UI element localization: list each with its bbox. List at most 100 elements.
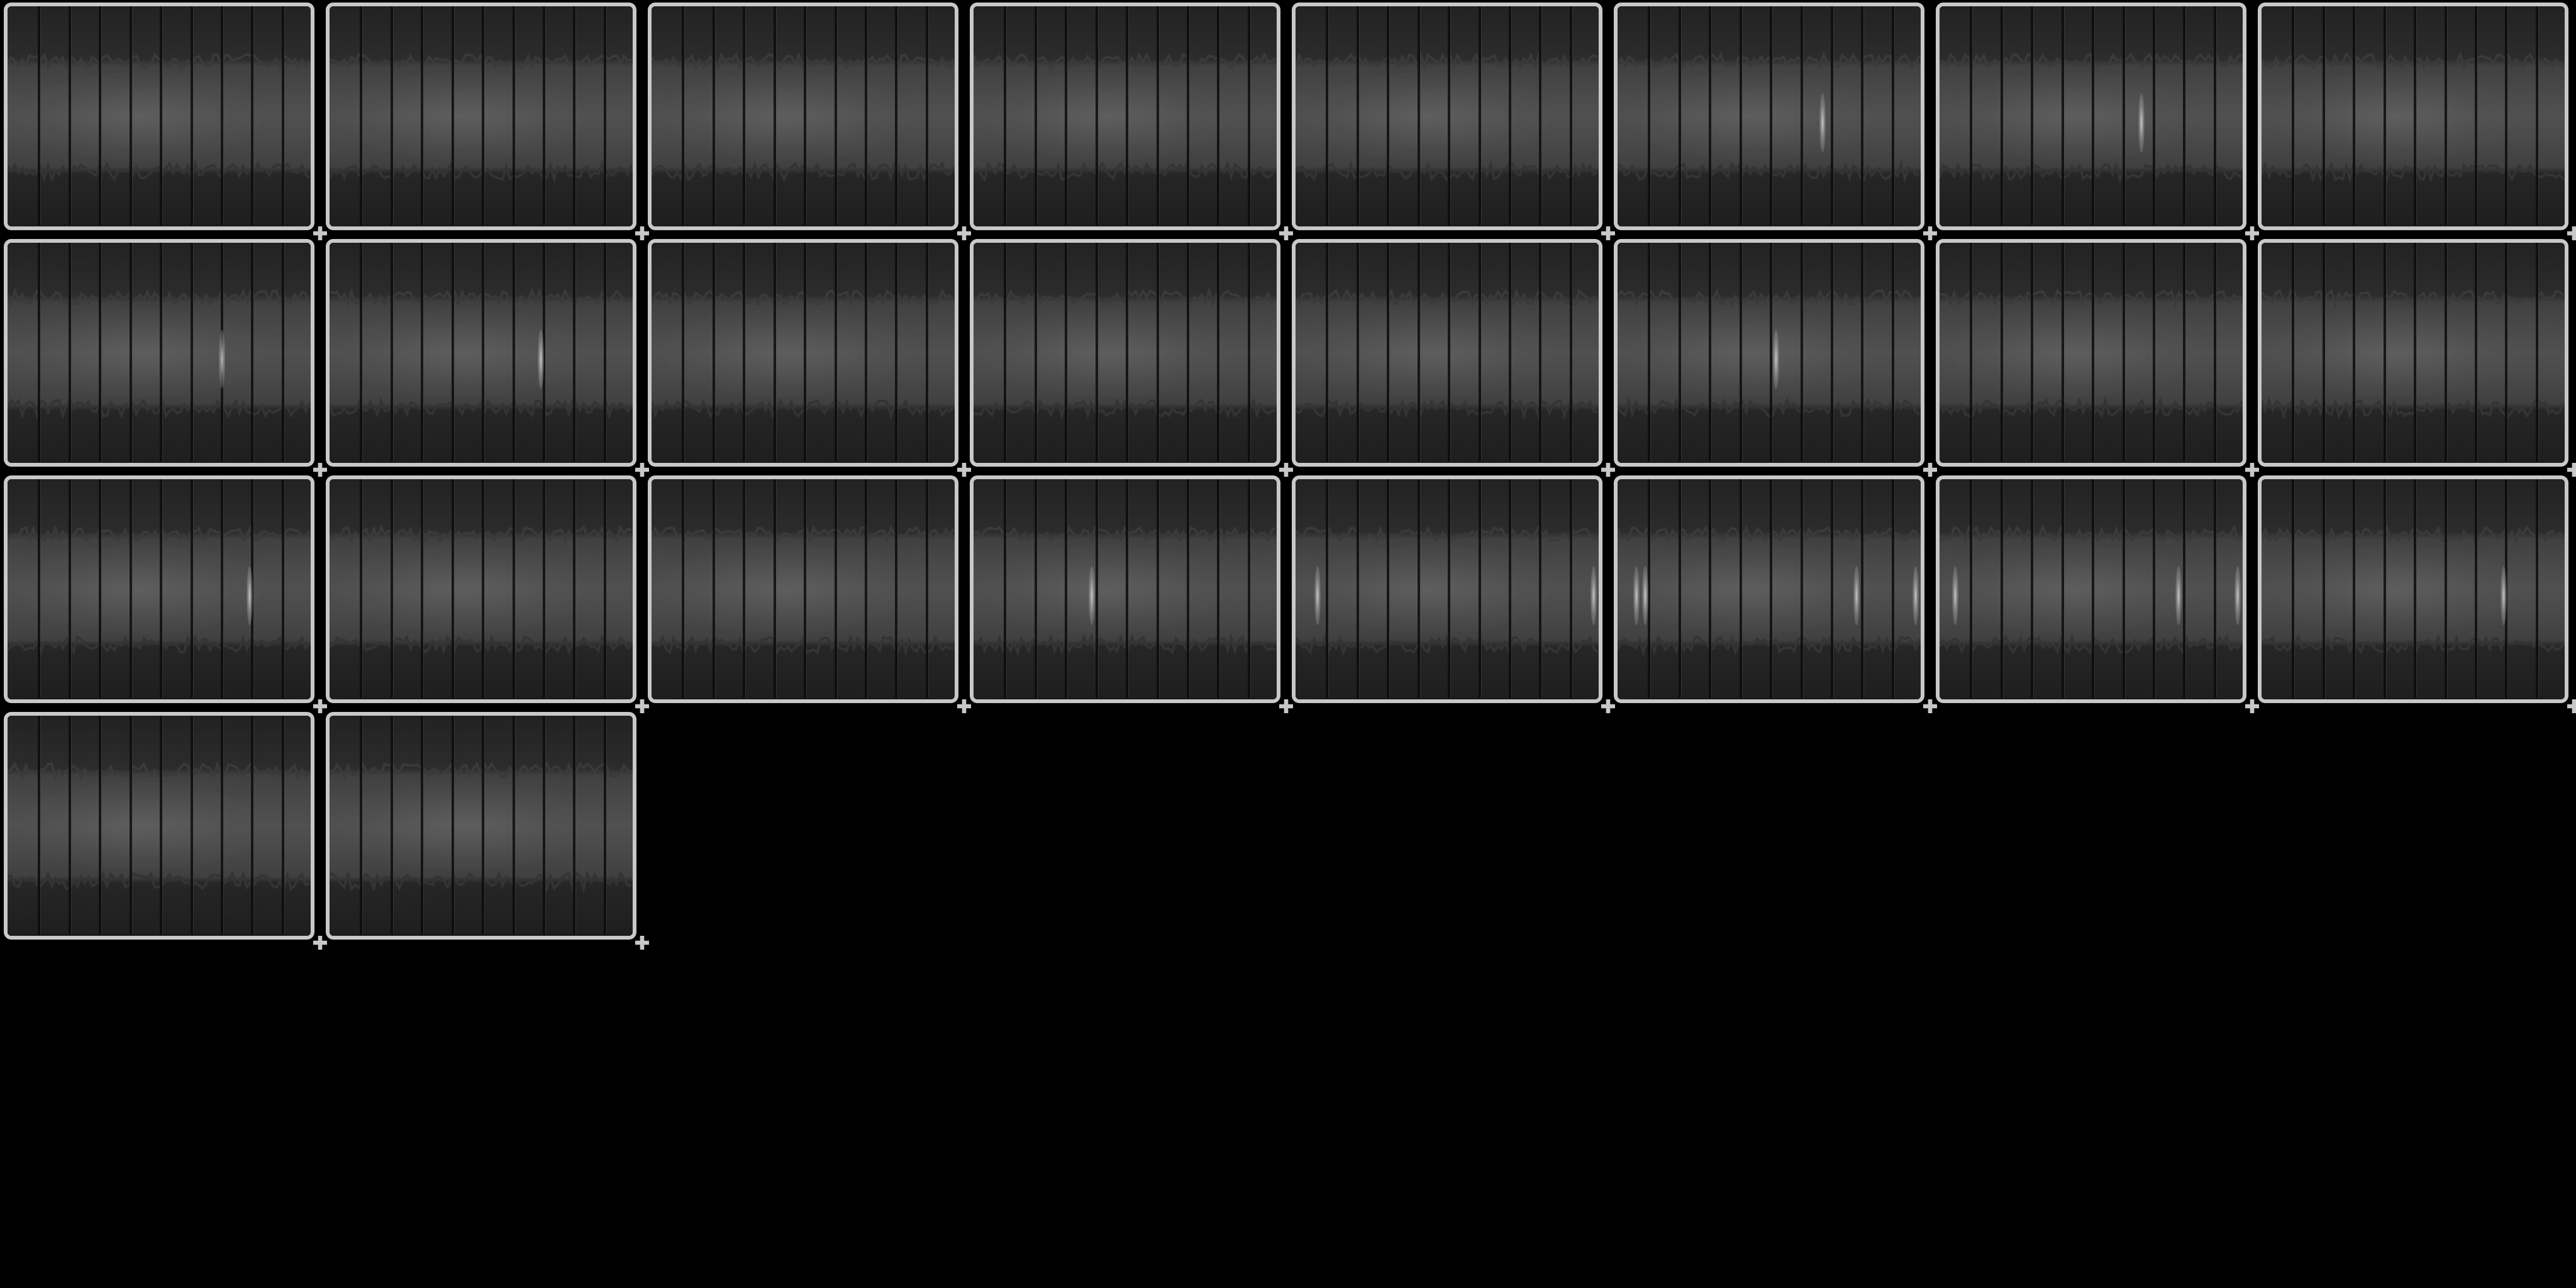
panel-thermal-edges: [1940, 524, 2243, 655]
cell-divider: [360, 6, 362, 226]
cell-divider: [2445, 6, 2447, 226]
frame-connector: [313, 226, 327, 240]
panel-thermal-edges: [330, 761, 632, 894]
cell-divider: [452, 479, 454, 699]
panel-thermal-edges: [974, 286, 1277, 420]
panel-frame-foot: [348, 935, 614, 936]
lower-band-edge: [8, 635, 311, 656]
cell-divider: [1357, 479, 1359, 699]
cell-divider: [191, 243, 193, 463]
cell-divider: [1479, 479, 1481, 699]
frame-connector: [2245, 699, 2259, 713]
solar-panel: [2258, 475, 2568, 703]
panel-surface: [2262, 6, 2565, 226]
cell-divider: [573, 716, 575, 936]
cell-divider: [1479, 6, 1481, 226]
cell-divider: [2505, 6, 2507, 226]
cell-divider: [191, 479, 193, 699]
panel-frame-foot: [2280, 698, 2546, 699]
upper-band-edge: [652, 525, 955, 543]
cell-divider: [251, 716, 253, 936]
cell-divider: [2323, 479, 2325, 699]
cell-divider: [1157, 243, 1159, 463]
cell-divider: [2244, 479, 2246, 699]
cell-divider: [682, 479, 684, 699]
cell-divider: [2214, 243, 2216, 463]
cell-divider: [1448, 479, 1450, 699]
frame-connector: [635, 936, 649, 950]
cell-divider: [2092, 479, 2094, 699]
cell-divider: [282, 6, 284, 226]
hotspot-streak: [219, 330, 225, 389]
panel-surface: [330, 716, 633, 936]
frame-connector: [1923, 699, 1937, 713]
cell-divider: [1357, 6, 1359, 226]
solar-panel: [2258, 239, 2568, 467]
hotspot-streak: [1642, 566, 1648, 625]
cell-divider: [130, 6, 132, 226]
panel-thermal-edges: [2262, 289, 2565, 420]
cell-divider: [2566, 479, 2568, 699]
frame-connector: [2567, 226, 2576, 240]
cell-divider: [452, 6, 454, 226]
cell-divider: [1801, 6, 1803, 226]
cell-divider: [1126, 6, 1128, 226]
panel-frame-foot: [1958, 698, 2224, 699]
solar-panel: [326, 475, 636, 703]
hotspot-streak: [1633, 566, 1640, 625]
cell-divider: [1035, 243, 1037, 463]
cell-divider: [543, 243, 545, 463]
lower-band-edge: [330, 397, 633, 419]
frame-connector: [957, 463, 971, 477]
cell-divider: [2323, 243, 2325, 463]
lower-band-edge: [1940, 633, 2243, 655]
cell-divider: [99, 479, 101, 699]
panel-frame-foot: [1636, 462, 1902, 463]
panel-thermal-edges: [1618, 287, 1921, 419]
panel-surface: [652, 243, 955, 463]
cell-divider: [835, 6, 837, 226]
panel-thermal-edges: [2262, 524, 2565, 655]
cell-divider: [421, 243, 423, 463]
cell-divider: [1187, 6, 1189, 226]
cell-divider: [312, 243, 314, 463]
upper-band-edge: [330, 53, 632, 70]
panel-surface: [1618, 243, 1921, 463]
frame-connector: [635, 699, 649, 713]
cell-divider: [2092, 6, 2094, 226]
upper-band-edge: [8, 760, 311, 780]
cell-divider: [160, 6, 162, 226]
cell-divider: [2183, 243, 2185, 463]
cell-divider: [1217, 479, 1219, 699]
panel-frame-foot: [26, 698, 292, 699]
cell-divider: [452, 243, 454, 463]
frame-connector: [1601, 699, 1615, 713]
panel-thermal-edges: [1296, 52, 1599, 182]
cell-divider: [926, 6, 928, 226]
panel-frame-foot: [1636, 225, 1902, 226]
cell-divider: [312, 716, 314, 936]
cell-divider: [956, 6, 958, 226]
frame-connector: [1923, 463, 1937, 477]
cell-divider: [865, 6, 867, 226]
cell-divider: [1278, 243, 1280, 463]
cell-divider: [2214, 479, 2216, 699]
cell-divider: [543, 716, 545, 936]
cell-divider: [1357, 243, 1359, 463]
cell-divider: [1509, 243, 1511, 463]
solar-panel: [1614, 475, 1924, 703]
cell-divider: [895, 479, 897, 699]
hotspot-streak: [1314, 566, 1321, 625]
cell-divider: [743, 243, 745, 463]
cell-divider: [2214, 6, 2216, 226]
panel-surface: [8, 716, 311, 936]
solar-panel: [1614, 239, 1924, 467]
hotspot-streak: [1773, 330, 1779, 389]
upper-band-edge: [1296, 525, 1599, 542]
lower-band-edge: [974, 160, 1277, 183]
upper-band-edge: [1940, 52, 2242, 71]
cell-divider: [2001, 6, 2003, 226]
solar-panel: [326, 239, 636, 467]
cell-divider: [1600, 6, 1602, 226]
solar-panel: [326, 3, 636, 230]
